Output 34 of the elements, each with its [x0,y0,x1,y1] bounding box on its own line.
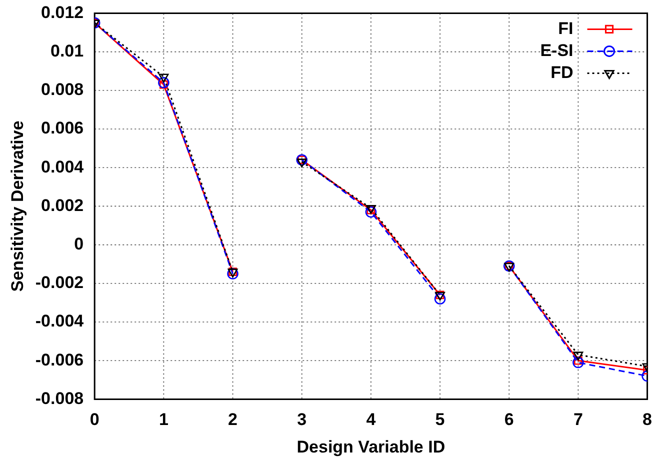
legend-label: E-SI [540,40,574,60]
x-tick-label: 5 [435,410,445,430]
y-tick-label: -0.006 [35,350,84,370]
y-tick-label: 0.004 [41,157,84,176]
point [365,206,377,218]
point [573,352,584,360]
x-tick-label: 0 [90,410,100,430]
y-tick-label: 0.012 [41,2,84,22]
legend-label: FI [558,18,574,38]
point [296,158,307,168]
y-tick-label: 0.01 [50,41,84,60]
point [158,74,169,83]
y-tick-label: 0.008 [41,80,84,100]
x-tick-label: 4 [366,410,376,430]
point [160,80,168,89]
legend-label: FD [550,62,574,82]
point [158,77,170,88]
y-tick-label: 0 [74,234,84,254]
x-tick-label: 2 [228,410,238,430]
y-tick-label: -0.008 [35,388,84,408]
point [572,356,584,368]
y-tick-label: 0.006 [41,118,84,138]
y-tick-label: 0.002 [41,196,84,215]
y-tick-label: -0.004 [35,312,84,331]
x-tick-label: 1 [158,410,168,430]
x-tick-label: 3 [297,410,307,430]
y-tick-label: -0.002 [35,273,84,292]
y-axis-title: Sensitivity Derivative [8,120,27,292]
x-tick-label: 7 [573,410,583,430]
point [574,356,582,365]
x-tick-label: 8 [642,410,652,430]
x-tick-label: 6 [504,410,514,430]
point [434,293,446,304]
x-axis-title: Design Variable ID [296,437,446,456]
